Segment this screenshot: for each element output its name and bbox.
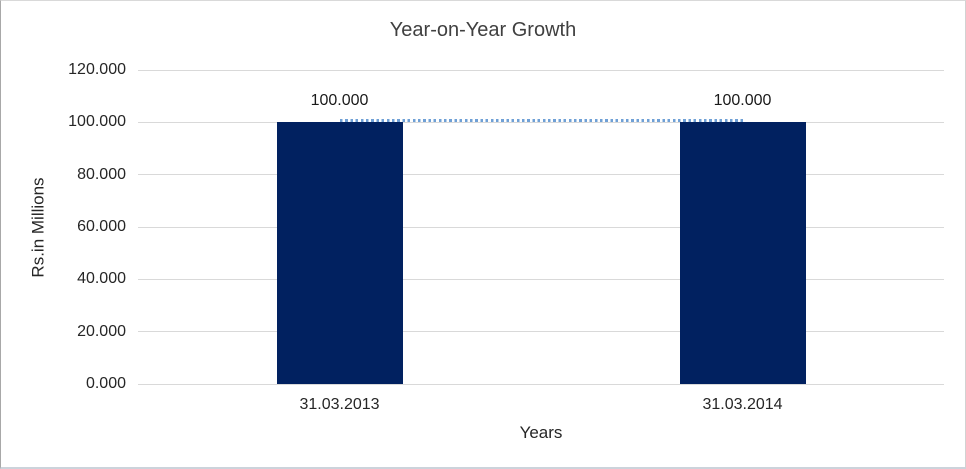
y-axis-tick-label: 80.000 [77,165,126,183]
gridline [138,174,944,176]
gridline [138,226,944,228]
chart-title: Year-on-Year Growth [389,19,577,41]
bar-data-label: 100.000 [713,92,772,110]
bar [276,122,403,384]
gridline [138,383,944,385]
gridline [138,331,944,333]
y-axis-tick-label: 0.000 [85,375,126,392]
gridline [138,278,944,280]
x-axis-tick-label: 31.03.2014 [702,396,783,413]
gridline [138,121,944,123]
x-axis-tick-label: 31.03.2013 [299,396,380,413]
bar-data-label: 100.000 [310,92,369,110]
gridline [138,69,944,71]
y-axis-tick-label: 100.000 [68,113,126,131]
connector-dotted-line [339,118,743,122]
y-axis-tick-label: 60.000 [77,218,126,235]
x-axis-title: Years [519,423,563,442]
y-axis-tick-label: 20.000 [77,322,126,340]
bar [679,122,806,384]
y-axis-tick-label: 120.000 [68,61,126,78]
y-axis-tick-label: 40.000 [77,270,126,288]
